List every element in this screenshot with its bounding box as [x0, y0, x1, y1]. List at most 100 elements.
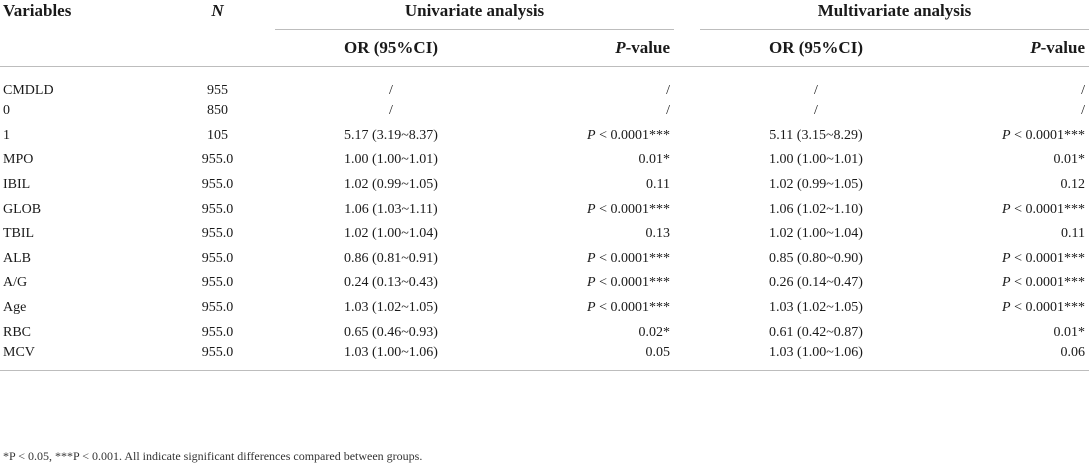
n-cell: 955.0: [201, 226, 234, 242]
pvalue-multivariate-cell: 0.06: [932, 344, 1089, 371]
table-row: GLOB 955.0 1.06 (1.03~1.11) P < 0.0001*** 1.…: [0, 197, 1089, 222]
or-multivariate-cell: 1.00 (1.00~1.01): [769, 152, 863, 168]
n-cell: 955.0: [201, 324, 234, 340]
or-multivariate-cell: 0.61 (0.42~0.87): [769, 324, 863, 340]
header-n: N: [211, 1, 224, 20]
regression-results-table: Variables N Univariate analysis Multivar…: [0, 0, 1089, 371]
pvalue-univariate-cell: 0.05: [507, 344, 674, 371]
table-row: MCV 955.0 1.03 (1.00~1.06) 0.05 1.03 (1.00~1…: [0, 344, 1089, 371]
pvalue-univariate-cell: P < 0.0001***: [587, 250, 670, 266]
spacer-cell: [674, 197, 700, 222]
or-multivariate-cell: 5.11 (3.15~8.29): [769, 127, 863, 143]
table-row: 0 850 / / / /: [0, 99, 1089, 124]
n-cell: 955.0: [201, 275, 234, 291]
header-variables: Variables: [3, 1, 72, 20]
or-univariate-cell: 1.02 (1.00~1.04): [344, 226, 438, 242]
pvalue-univariate-cell: P < 0.0001***: [587, 127, 670, 143]
table-header: Variables N Univariate analysis Multivar…: [0, 0, 1089, 67]
or-univariate-cell: 0.65 (0.46~0.93): [344, 324, 438, 340]
variable-cell: A/G: [3, 275, 28, 291]
pvalue-multivariate-cell: P < 0.0001***: [1002, 201, 1085, 217]
or-univariate-cell: /: [389, 83, 393, 98]
pvalue-multivariate-cell: /: [1081, 83, 1085, 98]
pvalue-multivariate-cell: P < 0.0001***: [1002, 300, 1085, 316]
table-row: TBIL 955.0 1.02 (1.00~1.04) 0.13 1.02 (1.00~…: [0, 222, 1089, 247]
or-univariate-cell: 1.02 (0.99~1.05): [344, 177, 438, 193]
pvalue-univariate-cell: 0.13: [645, 226, 671, 242]
spacer-cell: [674, 67, 700, 100]
header-pvalue-univariate: P-value: [507, 29, 674, 67]
pvalue-univariate-cell: 0.11: [646, 177, 670, 193]
pvalue-univariate-cell: /: [666, 83, 670, 98]
or-multivariate-cell: /: [814, 103, 818, 119]
pvalue-multivariate-cell: P < 0.0001***: [1002, 127, 1085, 143]
or-univariate-cell: 5.17 (3.19~8.37): [344, 127, 438, 143]
spacer-cell: [674, 344, 700, 371]
pvalue-univariate-cell: /: [666, 103, 670, 119]
header-pvalue-multivariate: P-value: [932, 29, 1089, 67]
spacer-cell: [674, 296, 700, 321]
or-univariate-cell: 1.00 (1.00~1.01): [344, 152, 438, 168]
or-univariate-cell: 1.06 (1.03~1.11): [344, 201, 438, 217]
table-row: A/G 955.0 0.24 (0.13~0.43) P < 0.0001*** 0.2…: [0, 271, 1089, 296]
pvalue-univariate-cell: 0.01*: [638, 152, 671, 168]
or-univariate-cell: 0.24 (0.13~0.43): [344, 275, 438, 291]
header-multivariate: Multivariate analysis: [700, 0, 1089, 30]
or-multivariate-cell: 1.02 (1.00~1.04): [769, 226, 863, 242]
pvalue-univariate-cell: P < 0.0001***: [587, 275, 670, 291]
table-body: CMDLD 955 / / / / 0 850 / / / / 1 105 5.17 (3.19~8.37)…: [0, 67, 1089, 371]
spacer-cell: [674, 173, 700, 198]
spacer-cell: [674, 247, 700, 272]
pvalue-multivariate-cell: 0.01*: [1053, 324, 1086, 340]
n-cell: 955: [207, 83, 228, 98]
spacer-cell: [674, 124, 700, 149]
variable-cell: ALB: [3, 250, 31, 266]
or-multivariate-cell: 1.06 (1.02~1.10): [769, 201, 863, 217]
variable-cell: CMDLD: [3, 83, 54, 98]
or-univariate-cell: /: [389, 103, 393, 119]
variable-cell: IBIL: [3, 177, 31, 193]
table-row: RBC 955.0 0.65 (0.46~0.93) 0.02* 0.61 (0.42~…: [0, 320, 1089, 345]
header-or-multivariate: OR (95%CI): [700, 29, 932, 67]
n-cell: 955.0: [201, 152, 234, 168]
header-or-univariate: OR (95%CI): [275, 29, 507, 67]
pvalue-univariate-cell: P < 0.0001***: [587, 201, 670, 217]
or-multivariate-cell: 1.03 (1.02~1.05): [769, 300, 863, 316]
pvalue-multivariate-cell: 0.12: [1060, 177, 1086, 193]
table-row: CMDLD 955 / / / /: [0, 67, 1089, 100]
n-cell: 955.0: [201, 300, 234, 316]
variable-cell: 1: [3, 127, 10, 143]
table-row: 1 105 5.17 (3.19~8.37) P < 0.0001*** 5.11 (3…: [0, 124, 1089, 149]
pvalue-univariate-cell: P < 0.0001***: [587, 300, 670, 316]
table-row: MPO 955.0 1.00 (1.00~1.01) 0.01* 1.00 (1.00~…: [0, 148, 1089, 173]
or-multivariate-cell: 0.26 (0.14~0.47): [769, 275, 863, 291]
or-multivariate-cell: 1.03 (1.00~1.06): [700, 344, 932, 371]
spacer-cell: [674, 148, 700, 173]
table-row: ALB 955.0 0.86 (0.81~0.91) P < 0.0001*** 0.8…: [0, 247, 1089, 272]
n-cell: 105: [207, 127, 228, 143]
or-multivariate-cell: 1.02 (0.99~1.05): [769, 177, 863, 193]
pvalue-multivariate-cell: 0.11: [1061, 226, 1085, 242]
n-cell: 955.0: [201, 177, 234, 193]
or-multivariate-cell: /: [814, 83, 818, 98]
variable-cell: Age: [3, 300, 27, 316]
spacer-cell: [674, 271, 700, 296]
spacer-cell: [674, 222, 700, 247]
n-cell: 850: [207, 103, 228, 119]
variable-cell: RBC: [3, 324, 32, 340]
variable-cell: 0: [3, 103, 10, 119]
variable-cell: TBIL: [3, 226, 35, 242]
pvalue-multivariate-cell: 0.01*: [1053, 152, 1086, 168]
n-cell: 955.0: [160, 344, 275, 371]
pvalue-multivariate-cell: P < 0.0001***: [1002, 250, 1085, 266]
table-row: Age 955.0 1.03 (1.02~1.05) P < 0.0001*** 1.0…: [0, 296, 1089, 321]
spacer-cell: [674, 320, 700, 345]
n-cell: 955.0: [201, 250, 234, 266]
or-univariate-cell: 1.03 (1.00~1.06): [275, 344, 507, 371]
variable-cell: MCV: [0, 344, 160, 371]
variable-cell: MPO: [3, 152, 34, 168]
spacer-cell: [674, 99, 700, 124]
results-table-container: Variables N Univariate analysis Multivar…: [0, 0, 1089, 371]
table-footnote: *P < 0.05, ***P < 0.001. All indicate si…: [3, 449, 423, 463]
table-row: IBIL 955.0 1.02 (0.99~1.05) 0.11 1.02 (0.99~…: [0, 173, 1089, 198]
